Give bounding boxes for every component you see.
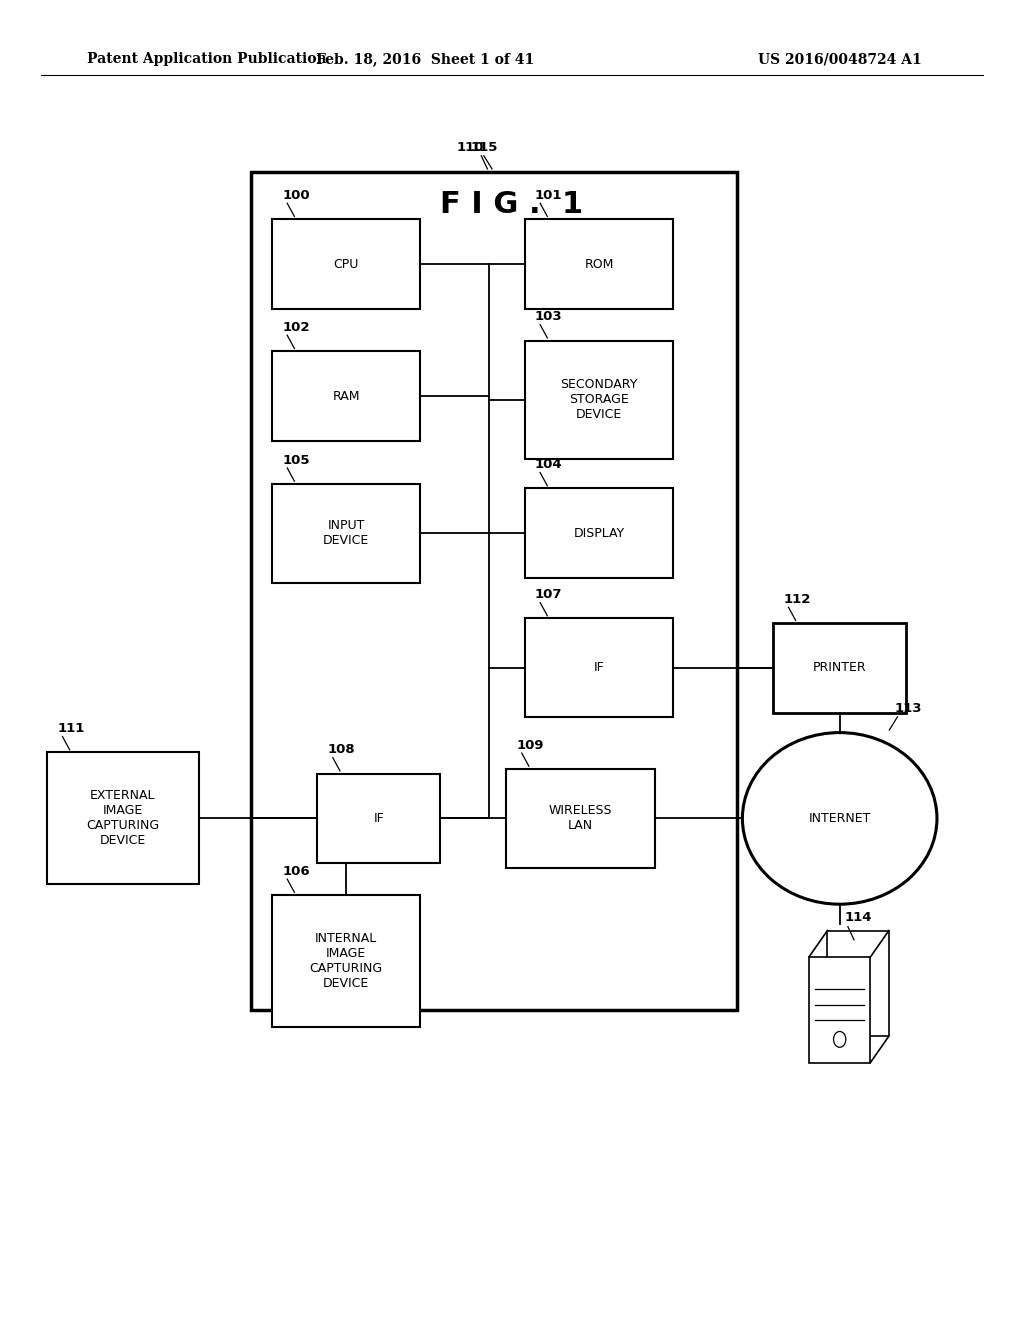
Text: 109: 109 (516, 739, 544, 752)
Text: 110: 110 (457, 141, 484, 154)
Text: 115: 115 (470, 141, 498, 154)
Text: DISPLAY: DISPLAY (573, 527, 625, 540)
Bar (524, 219, 674, 309)
Bar (272, 351, 420, 441)
Text: 111: 111 (57, 722, 85, 735)
Text: INTERNAL
IMAGE
CAPTURING
DEVICE: INTERNAL IMAGE CAPTURING DEVICE (309, 932, 383, 990)
Bar (272, 219, 420, 309)
Text: US 2016/0048724 A1: US 2016/0048724 A1 (758, 53, 922, 66)
Text: ROM: ROM (585, 257, 613, 271)
Circle shape (834, 1031, 846, 1047)
Text: RAM: RAM (333, 389, 359, 403)
Text: EXTERNAL
IMAGE
CAPTURING
DEVICE: EXTERNAL IMAGE CAPTURING DEVICE (86, 789, 160, 847)
Text: IF: IF (594, 661, 604, 675)
Text: 103: 103 (535, 310, 562, 323)
Bar (317, 774, 440, 863)
Text: WIRELESS
LAN: WIRELESS LAN (549, 804, 612, 833)
Text: F I G .  1: F I G . 1 (440, 190, 584, 219)
Bar (272, 483, 420, 583)
Bar (524, 488, 674, 578)
Text: PRINTER: PRINTER (813, 661, 866, 675)
Text: 112: 112 (783, 593, 811, 606)
Text: 106: 106 (283, 865, 309, 878)
Text: INPUT
DEVICE: INPUT DEVICE (323, 519, 370, 548)
Bar (47, 752, 199, 884)
Bar (272, 895, 420, 1027)
Ellipse shape (742, 733, 937, 904)
Bar (251, 172, 737, 1010)
Text: INTERNET: INTERNET (809, 812, 870, 825)
Bar (524, 618, 674, 718)
Text: 113: 113 (895, 702, 922, 715)
Text: 101: 101 (535, 189, 562, 202)
Text: 102: 102 (283, 321, 309, 334)
Text: 105: 105 (283, 454, 309, 467)
Bar (524, 341, 674, 459)
Text: SECONDARY
STORAGE
DEVICE: SECONDARY STORAGE DEVICE (560, 379, 638, 421)
Text: CPU: CPU (334, 257, 358, 271)
Text: 104: 104 (535, 458, 562, 471)
Bar (809, 957, 870, 1063)
Text: 107: 107 (535, 589, 562, 602)
Text: Feb. 18, 2016  Sheet 1 of 41: Feb. 18, 2016 Sheet 1 of 41 (315, 53, 535, 66)
Bar (773, 623, 906, 713)
Text: IF: IF (374, 812, 384, 825)
Bar (506, 768, 655, 869)
Text: 114: 114 (845, 911, 872, 924)
Text: 108: 108 (328, 743, 355, 756)
Text: Patent Application Publication: Patent Application Publication (87, 53, 327, 66)
Text: 100: 100 (283, 189, 309, 202)
